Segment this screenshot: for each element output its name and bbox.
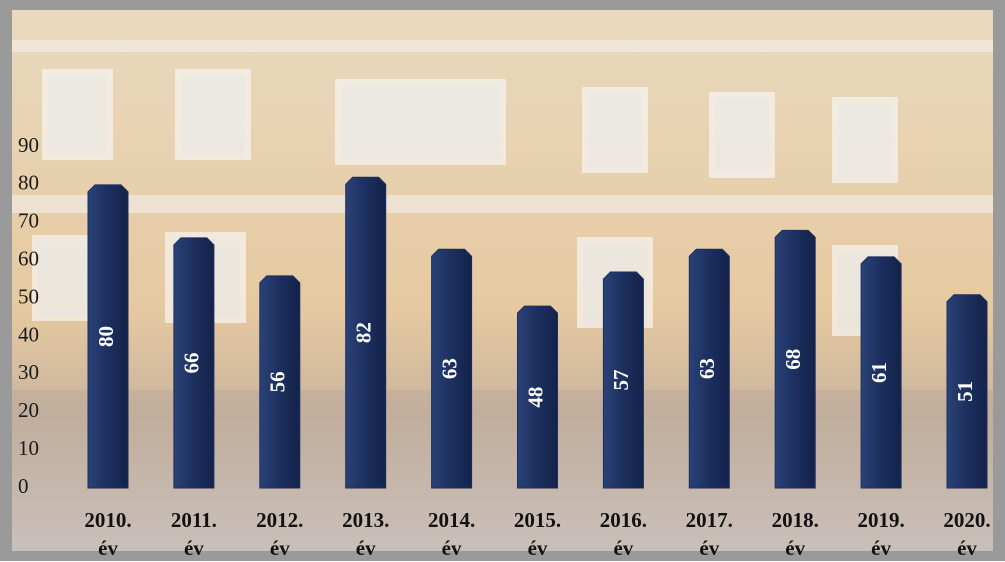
- cornice: [12, 40, 993, 52]
- y-tick-label: 10: [18, 436, 39, 460]
- x-tick-label: 2014. év: [427, 508, 476, 560]
- x-tick-label: 2015. év: [513, 508, 562, 560]
- ground: [12, 390, 993, 551]
- bar: [860, 256, 902, 489]
- value-label: 56: [266, 371, 290, 392]
- y-tick-label: 0: [18, 474, 29, 498]
- y-tick-label: 30: [18, 360, 39, 384]
- value-label: 80: [94, 326, 118, 347]
- value-label: 68: [781, 349, 805, 370]
- bar: [946, 294, 988, 489]
- value-label: 66: [180, 352, 204, 373]
- x-tick-label: 2011. év: [170, 508, 217, 560]
- y-tick-label: 90: [18, 133, 39, 157]
- x-tick-label: 2016. év: [599, 508, 648, 560]
- bar: [774, 229, 816, 489]
- bar: [345, 176, 387, 489]
- y-tick-label: 60: [18, 246, 39, 270]
- value-label: 63: [695, 358, 719, 379]
- x-tick-label: 2018. év: [771, 508, 819, 560]
- x-tick-label: 2020. év: [943, 508, 991, 560]
- bar: [259, 275, 301, 489]
- bar: [602, 271, 644, 489]
- value-label: 82: [352, 322, 376, 343]
- x-tick-label: 2010. év: [84, 508, 132, 560]
- x-tick-label: 2013. év: [342, 508, 390, 560]
- bar: [517, 305, 558, 489]
- y-tick-label: 70: [18, 209, 39, 233]
- bar: [87, 184, 129, 489]
- x-tick-label: 2019. év: [857, 508, 905, 560]
- value-label: 51: [953, 381, 977, 402]
- cornice: [12, 195, 993, 213]
- x-tick-label: 2012. év: [256, 508, 304, 560]
- value-label: 57: [609, 370, 633, 391]
- value-label: 48: [523, 387, 547, 408]
- bar: [431, 248, 473, 489]
- value-label: 61: [867, 362, 891, 383]
- y-tick-label: 40: [18, 322, 39, 346]
- x-tick-label: 2017. év: [685, 508, 733, 560]
- bar: [688, 248, 730, 489]
- y-tick-label: 80: [18, 171, 39, 195]
- value-label: 63: [437, 358, 461, 379]
- bar: [173, 237, 215, 489]
- y-tick-label: 50: [18, 284, 39, 308]
- y-tick-label: 20: [18, 398, 39, 422]
